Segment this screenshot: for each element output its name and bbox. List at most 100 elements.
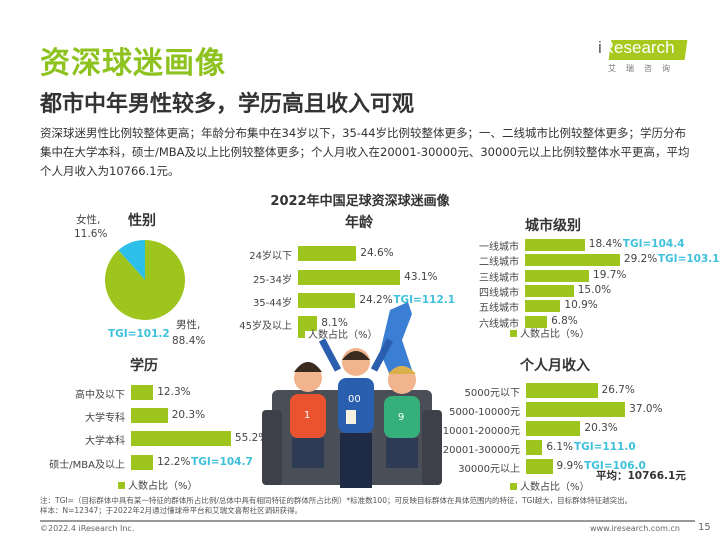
bar-label: 一线城市 [479, 242, 519, 253]
chart-title-gender: 性别 [128, 213, 156, 229]
bar-value: 8.1% [321, 316, 348, 329]
chart-title-age: 年龄 [345, 215, 373, 231]
chart-legend: 人数占比（%） [118, 477, 198, 492]
pie-value-female: 11.6% [74, 228, 108, 240]
bar-label: 24岁以下 [249, 250, 292, 262]
bar-label: 二线城市 [479, 257, 519, 268]
bar-label: 六线城市 [479, 319, 519, 330]
bar-label: 高中及以下 [75, 389, 125, 401]
tgi-value: TGI=106.0 [584, 459, 646, 472]
income-average: 平均：10766.1元 [596, 470, 686, 482]
fans-illustration: 1 00 9 [262, 302, 442, 488]
bar-value: 43.1% [404, 270, 438, 283]
bar-label: 30000元以上 [458, 463, 520, 475]
bar [525, 239, 585, 251]
tgi-gender: TGI=101.2 [108, 328, 170, 340]
bar-label: 10001-20000元 [442, 425, 520, 437]
bar [131, 408, 168, 423]
copyright: ©2022.4 iResearch Inc. [40, 524, 135, 533]
bar-value: 20.3% [584, 421, 618, 434]
legend-swatch [510, 483, 517, 490]
bar [526, 440, 543, 455]
tgi-value: TGI=103.1 [657, 253, 720, 265]
footnote: 注：TGI=（目标群体中具有某一特征的群体所占比例/总体中具有相同特征的群体所占… [40, 496, 700, 516]
pie-label-male: 男性, [176, 319, 201, 331]
bar [526, 402, 626, 417]
bar [525, 270, 590, 282]
pie-value-male: 88.4% [172, 335, 206, 347]
bar-value: 12.3% [157, 385, 191, 398]
legend-swatch [118, 482, 125, 489]
pie-slice-male [105, 240, 185, 320]
bar [131, 385, 154, 400]
bar-value: 55.2% [234, 431, 269, 444]
bar [525, 285, 574, 297]
tgi-value: TGI=112.1 [393, 293, 456, 306]
bar [298, 246, 357, 261]
bar-value: 20.3% [171, 408, 206, 421]
svg-text:00: 00 [348, 394, 361, 405]
tgi-value: TGI=104.4 [622, 238, 685, 250]
bar-label: 25-34岁 [252, 274, 292, 286]
bar-value: 24.2% [359, 293, 393, 306]
website-link[interactable]: www.iresearch.com.cn [590, 524, 680, 533]
bar-label: 四线城市 [479, 288, 519, 299]
fan-middle: 00 [318, 338, 394, 488]
page-title: 资深球迷画像 [40, 46, 226, 81]
bar [526, 459, 553, 474]
bar-label: 五线城市 [479, 303, 519, 314]
bar-value: 6.1% [546, 440, 574, 453]
bar [525, 300, 561, 312]
footer-divider [40, 520, 695, 522]
gender-pie [105, 240, 185, 320]
bar [298, 293, 356, 308]
tgi-value: TGI=111.0 [573, 440, 636, 453]
bar-value: 24.6% [360, 246, 394, 259]
tgi-value: TGI=104.7 [191, 455, 253, 468]
bar-label: 45岁及以上 [239, 320, 292, 332]
bar-value: 19.7% [593, 269, 627, 281]
bar-value: 10.9% [564, 299, 598, 311]
bar [131, 431, 231, 446]
chart-title-city: 城市级别 [525, 218, 581, 234]
summary-text: 资深球迷男性比例较整体更高；年龄分布集中在34岁以下，35-44岁比例较整体更多… [40, 126, 690, 178]
bar-label: 大学专科 [85, 412, 125, 424]
legend-swatch [298, 331, 305, 338]
bar [525, 316, 548, 328]
footnote-tgi: 注：TGI=（目标群体中具有某一特征的群体所占比例/总体中具有相同特征的群体所占… [40, 496, 633, 505]
chart-title-income: 个人月收入 [520, 358, 590, 374]
foam-finger-icon [380, 302, 412, 380]
bar-value: 15.0% [577, 284, 612, 296]
pie-label-female: 女性, [76, 214, 101, 226]
pie-slice-female [118, 240, 145, 280]
chart-legend: 人数占比（%） [510, 325, 590, 340]
infographic-title: 2022年中国足球资深球迷画像 [270, 194, 450, 209]
bar-label: 硕士/MBA及以上 [49, 459, 125, 471]
bar-label: 大学本科 [85, 435, 125, 447]
legend-swatch [510, 330, 517, 337]
fan-left: 1 [290, 362, 326, 468]
chart-title-education: 学历 [130, 358, 158, 374]
page-subtitle: 都市中年男性较多，学历高且收入可观 [40, 92, 415, 117]
bar [298, 316, 318, 331]
bar-value: 29.2% [623, 253, 658, 265]
bar-value: 6.8% [551, 315, 578, 327]
page-number: 15 [698, 522, 711, 533]
svg-text:1: 1 [304, 410, 310, 421]
bar [526, 383, 598, 398]
bar-label: 20001-30000元 [442, 444, 520, 456]
bar-value: 26.7% [601, 383, 635, 396]
chart-legend: 人数占比（%） [298, 326, 378, 341]
bar [525, 254, 620, 266]
bar [131, 455, 154, 470]
bar-label: 5000-10000元 [449, 406, 520, 418]
bar [526, 421, 581, 436]
bar-label: 三线城市 [479, 273, 519, 284]
footnote-sample: 样本：N=12347；于2022年2月通过懂球帝平台和艾瑞文喜帮社区调研获得。 [40, 506, 303, 515]
chart-legend: 人数占比（%） [510, 478, 590, 493]
fan-right: 9 [384, 366, 420, 468]
iresearch-logo: iResearch 艾瑞咨询 [596, 38, 688, 78]
bar-value: 9.9% [556, 459, 584, 472]
bar-label: 35-44岁 [252, 297, 292, 309]
svg-text:9: 9 [398, 412, 404, 423]
